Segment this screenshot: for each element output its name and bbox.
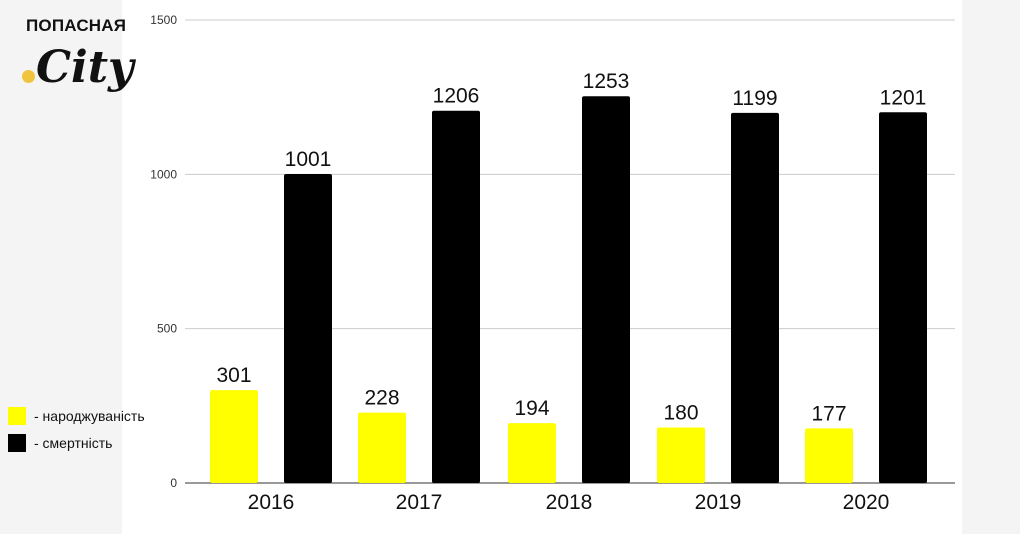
bar-deaths bbox=[284, 174, 332, 484]
legend-label-births: - народжуваність bbox=[34, 408, 145, 424]
x-category-label: 2017 bbox=[396, 491, 443, 514]
bar-deaths bbox=[582, 96, 630, 484]
legend-label-deaths: - смертність bbox=[34, 435, 113, 451]
x-category-label: 2018 bbox=[546, 491, 593, 514]
x-category-label: 2019 bbox=[695, 491, 742, 514]
logo-dot bbox=[22, 70, 35, 83]
data-label-births: 301 bbox=[216, 364, 251, 387]
logo-wordmark: ПОПАСНАЯ bbox=[26, 16, 127, 35]
data-label-deaths: 1253 bbox=[583, 70, 630, 93]
data-label-deaths: 1201 bbox=[880, 86, 927, 109]
x-category-label: 2020 bbox=[843, 491, 890, 514]
bar-deaths bbox=[731, 112, 779, 484]
bar-births bbox=[657, 427, 705, 483]
y-tick-label: 500 bbox=[157, 322, 177, 336]
y-tick-label: 1500 bbox=[150, 13, 177, 27]
y-tick-label: 1000 bbox=[150, 167, 177, 181]
popasnaya-city-logo: ПОПАСНАЯ City bbox=[22, 12, 142, 107]
legend-swatch-births bbox=[8, 407, 26, 425]
bar-deaths bbox=[879, 112, 927, 484]
bar-births bbox=[805, 428, 853, 483]
bar-deaths bbox=[432, 110, 480, 484]
data-label-births: 228 bbox=[364, 387, 399, 410]
data-label-births: 180 bbox=[663, 401, 698, 424]
logo-script-text: City bbox=[36, 42, 134, 93]
bar-births bbox=[210, 390, 258, 483]
bar-births bbox=[508, 423, 556, 483]
data-label-deaths: 1199 bbox=[732, 87, 777, 110]
data-label-births: 194 bbox=[514, 397, 549, 420]
data-label-deaths: 1001 bbox=[285, 148, 332, 171]
y-tick-label: 0 bbox=[170, 476, 177, 490]
legend-swatch-deaths bbox=[8, 434, 26, 452]
data-label-deaths: 1206 bbox=[433, 85, 480, 108]
x-category-label: 2016 bbox=[248, 491, 295, 514]
bar-births bbox=[358, 412, 406, 483]
data-label-births: 177 bbox=[811, 402, 846, 425]
